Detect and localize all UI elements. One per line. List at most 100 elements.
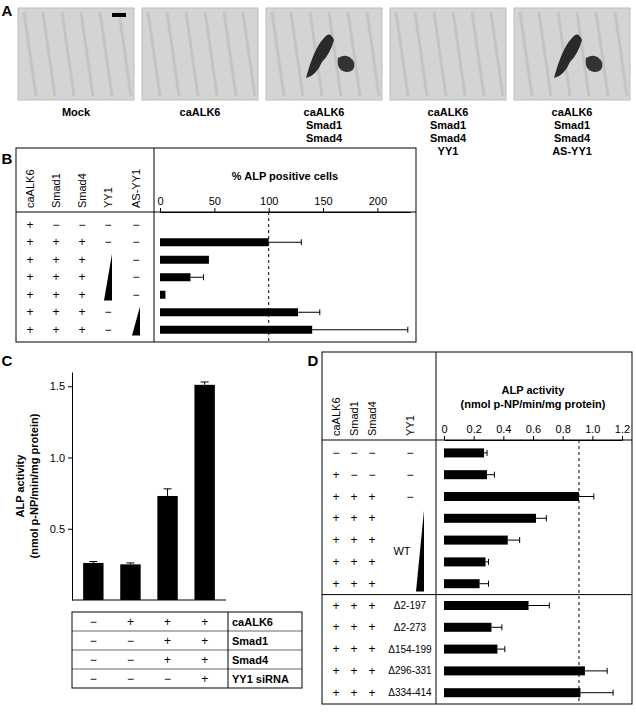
table-rule [72,650,302,651]
error-bar [164,489,172,496]
cell-texture [453,12,465,96]
caption: caALK6 [552,106,593,118]
tick-label: 0 [157,195,163,207]
tick: 50 [209,195,221,212]
reference-line [578,440,579,704]
cell-texture [520,12,532,96]
cell: − [90,653,97,667]
column-header: AS-YY1 [130,169,142,208]
tick-mark [592,436,593,440]
scale-bar [112,13,126,17]
cell: − [104,323,111,337]
row-label: Smad4 [232,654,269,666]
error-cap [488,559,489,565]
column-rule [436,352,437,704]
column-header: caALK6 [24,169,36,208]
error-cap [501,624,502,630]
table-rule [72,669,302,670]
error-cap [613,690,614,696]
cell: + [368,490,375,504]
cell: + [201,672,208,686]
alp-stain [586,56,603,72]
marks [83,382,215,600]
panel-b: BcaALK6Smad1Smad4YY1AS-YY1+−−−−+++−−+++−… [2,148,416,342]
bar [160,326,312,334]
error-line [585,670,607,671]
micrograph [514,8,630,100]
axis-title: % ALP positive cells [232,170,338,182]
bar [444,645,497,654]
cell: + [350,511,357,525]
tick-label: 1.2 [615,423,630,435]
cell: + [78,235,85,249]
frame [322,352,632,704]
tick-label: 50 [209,195,221,207]
cell: + [26,270,33,284]
error-bar [201,382,209,385]
caption: Smad4 [430,132,467,144]
tick-mark [622,436,623,440]
bar [160,256,209,264]
error-line [298,312,320,313]
cell: + [127,615,134,629]
cell: + [52,323,59,337]
bar [194,385,214,600]
bar [444,514,536,523]
cell-texture [367,12,379,96]
cell: + [201,634,208,648]
cell: + [368,642,375,656]
cell: + [350,620,357,634]
bar [444,601,529,610]
tick-mark [68,458,72,459]
cell-texture [596,12,608,96]
cell: + [52,270,59,284]
cell: + [78,253,85,267]
cell-texture [434,12,446,96]
column-header: YY1 [102,187,114,208]
bar [157,496,177,600]
error-cap [201,381,209,382]
tick-mark [503,436,504,440]
error-bar [585,668,607,674]
bar [444,470,487,479]
wedge-label: WT [393,545,410,557]
figure: AMockcaALK6caALK6Smad1Smad4caALK6Smad1Sm… [0,0,636,712]
tick: 0.4 [496,423,511,440]
cell: − [368,468,375,482]
error-cap [301,239,302,245]
error-bar [269,239,302,245]
error-bar [126,563,134,564]
error-cap [164,488,172,489]
cell: − [132,270,139,284]
cell: − [104,218,111,232]
error-bar [529,603,550,609]
cell: + [368,664,375,678]
cell: − [350,446,357,460]
axis-title: ALP activity [502,384,566,396]
cell: + [26,288,33,302]
cell: − [406,490,413,504]
cell: + [201,615,208,629]
cell-texture [224,12,236,96]
cell: − [52,218,59,232]
error-cap [488,581,489,587]
cell: + [368,511,375,525]
cell: + [78,305,85,319]
cell: + [332,511,339,525]
error-bar [190,274,203,280]
cell-texture [167,12,179,96]
cell: + [368,533,375,547]
marks [444,448,613,697]
cell: − [104,305,111,319]
cell-texture [491,12,503,96]
tick-label: 1.5 [50,380,65,392]
caption: Mock [62,106,91,118]
bar [444,448,484,457]
error-bar [536,515,546,521]
cell: − [164,672,171,686]
cell: Δ154-199 [388,644,432,655]
cell: + [350,664,357,678]
cell-texture [539,12,551,96]
tick: 0.5 [50,523,72,535]
error-line [580,692,613,693]
